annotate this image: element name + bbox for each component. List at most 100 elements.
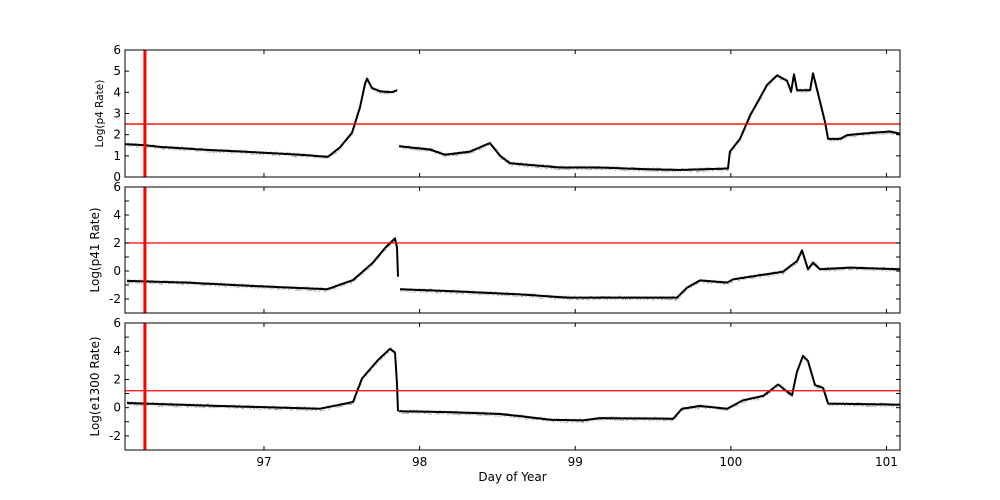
data-point	[460, 413, 462, 415]
data-point	[430, 148, 431, 149]
data-point	[898, 135, 900, 137]
data-point	[502, 294, 503, 296]
data-point	[632, 166, 634, 168]
data-point	[653, 167, 654, 169]
data-point	[230, 283, 232, 285]
plot-area	[125, 50, 900, 177]
data-point	[198, 281, 200, 283]
data-point	[330, 290, 332, 291]
data-point	[517, 292, 519, 294]
data-point	[233, 152, 234, 154]
data-point	[483, 147, 484, 149]
data-point	[131, 142, 133, 144]
data-point	[203, 406, 205, 408]
data-point	[225, 286, 227, 288]
data-point	[371, 88, 373, 90]
data-point	[311, 154, 313, 156]
data-point	[367, 77, 369, 79]
data-point	[504, 157, 505, 158]
data-point	[832, 269, 834, 271]
data-point	[538, 293, 539, 295]
data-point	[172, 405, 173, 407]
data-point	[431, 148, 433, 149]
data-point	[532, 296, 534, 298]
data-point	[785, 392, 787, 393]
data-point	[550, 167, 551, 169]
data-point	[645, 298, 647, 300]
data-point	[349, 282, 351, 284]
data-point	[210, 284, 212, 286]
data-point	[264, 408, 265, 409]
data-point	[185, 146, 187, 148]
data-point	[218, 151, 220, 153]
data-point	[518, 164, 520, 166]
data-point	[644, 298, 645, 300]
data-point	[567, 298, 568, 300]
data-point	[168, 148, 170, 150]
data-point	[411, 291, 412, 293]
data-point	[781, 78, 783, 80]
data-point	[613, 416, 614, 418]
data-point	[719, 409, 721, 411]
data-point	[496, 148, 497, 150]
data-point	[417, 409, 419, 411]
data-point	[655, 416, 657, 418]
data-point	[134, 404, 135, 406]
data-point	[730, 152, 732, 154]
data-point	[880, 405, 881, 407]
data-point	[227, 152, 228, 154]
data-point	[197, 403, 198, 405]
data-point	[650, 419, 652, 421]
data-point	[772, 80, 774, 82]
data-point	[187, 146, 188, 148]
data-point	[551, 164, 553, 166]
data-point	[729, 409, 731, 411]
data-point	[701, 407, 702, 408]
data-point	[291, 155, 293, 156]
data-point	[619, 169, 621, 171]
series-line-segment-1	[125, 77, 398, 158]
data-point	[188, 406, 190, 407]
data-point	[653, 299, 654, 300]
data-point	[127, 279, 129, 280]
data-point	[418, 146, 419, 148]
data-point	[312, 406, 314, 408]
data-point	[520, 414, 521, 416]
data-point	[550, 417, 552, 419]
data-point	[615, 416, 617, 418]
data-point	[471, 290, 473, 292]
data-point	[499, 412, 501, 414]
data-point	[768, 275, 769, 277]
data-point	[387, 90, 389, 92]
data-point	[354, 280, 356, 282]
data-point	[705, 279, 706, 281]
data-point	[438, 292, 439, 294]
data-point	[420, 146, 422, 148]
data-point	[149, 282, 151, 284]
data-point	[713, 279, 715, 281]
data-point	[341, 285, 343, 287]
data-point	[819, 387, 821, 389]
data-point	[443, 155, 445, 157]
data-point	[480, 291, 481, 292]
data-point	[531, 419, 533, 421]
data-point	[502, 156, 504, 158]
x-axis-label: Day of Year	[478, 470, 546, 484]
data-point	[304, 410, 306, 411]
data-point	[504, 415, 506, 417]
data-point	[280, 408, 281, 410]
data-point	[303, 153, 305, 155]
data-point	[240, 152, 242, 154]
data-point	[500, 291, 501, 293]
data-point	[316, 290, 317, 292]
data-point	[566, 418, 567, 420]
y-tick-label: 0	[113, 170, 121, 184]
data-point	[272, 405, 274, 407]
data-point	[142, 283, 144, 285]
axes-frame	[124, 49, 901, 178]
data-point	[387, 93, 389, 95]
data-point	[523, 417, 525, 419]
data-point	[444, 289, 446, 291]
data-point	[593, 417, 595, 419]
data-point	[884, 406, 885, 408]
